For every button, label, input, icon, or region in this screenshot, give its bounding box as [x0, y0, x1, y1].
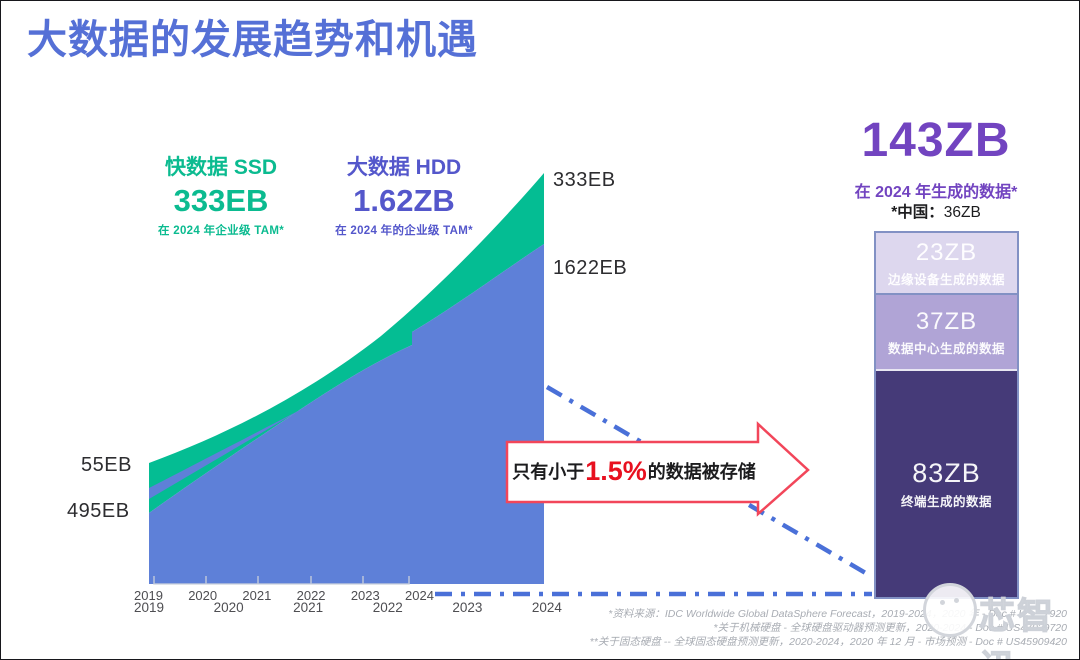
page-title: 大数据的发展趋势和机遇: [27, 18, 478, 62]
bar-segment-value: 23ZB: [915, 238, 978, 266]
legend-ssd-note: 在 2024 年企业级 TAM*: [158, 225, 284, 237]
x-tick: 2019: [134, 600, 165, 615]
x-tick: 2022: [296, 588, 326, 603]
x-axis-ticks: [153, 576, 410, 585]
callout-prefix: 只有小于: [512, 462, 585, 482]
watermark-logo: 芯智讯: [923, 579, 1079, 659]
callout-text: 只有小于 1.5% 的数据被存储: [511, 443, 757, 499]
bar-segment-label: 数据中心生成的数据: [887, 341, 1005, 356]
footnote-line: **关于固态硬盘 -- 全球固态硬盘预测更新，2020-2024，2020 年 …: [589, 636, 1067, 648]
bar-segment-endpoint: 83ZB 终端生成的数据: [876, 371, 1017, 597]
x-tick: 2024: [405, 588, 434, 603]
bar-segment-edge: 23ZB 边缘设备生成的数据: [876, 233, 1017, 295]
generated-data-subtitle: 在 2024 年生成的数据*: [854, 184, 1018, 201]
x-tick: 2024: [531, 600, 562, 615]
bar-segment-value: 83ZB: [912, 458, 981, 488]
label-hdd-end: 1622EB: [553, 257, 628, 279]
callout-suffix: 的数据被存储: [647, 462, 756, 482]
x-tick: 2022: [372, 600, 403, 615]
watermark-face-icon: [923, 583, 977, 637]
callout-highlight: 1.5%: [585, 455, 647, 486]
china-note-prefix: *中国：: [891, 204, 944, 221]
bar-segment-label: 终端生成的数据: [900, 495, 992, 509]
footnote-line: *关于机械硬盘 - 全球硬盘驱动器预测更新，2020-2024 - Doc # …: [713, 622, 1067, 634]
label-ssd-end: 333EB: [553, 169, 616, 191]
x-tick: 2023: [350, 588, 380, 603]
label-ssd-start: 55EB: [81, 454, 132, 476]
legend-ssd-value: 333EB: [173, 183, 269, 218]
china-note: *中国：36ZB: [831, 200, 1041, 222]
x-tick: 2021: [293, 600, 324, 615]
legend-hdd-note: 在 2024 年的企业级 TAM*: [335, 225, 473, 237]
x-tick: 2020: [188, 588, 218, 603]
legend-hdd-value: 1.62ZB: [353, 183, 455, 218]
x-tick: 2019: [134, 588, 163, 603]
callout-arrow-shape: [505, 421, 810, 517]
legend-hdd-name: 大数据 HDD: [346, 156, 462, 179]
x-tick: 2021: [242, 588, 272, 603]
legend-hdd: 大数据 HDD 1.62ZB 在 2024 年的企业级 TAM*: [309, 151, 499, 238]
watermark-text: 芯智讯: [979, 595, 1056, 660]
legend-ssd: 快数据 SSD 333EB 在 2024 年企业级 TAM*: [126, 151, 316, 238]
area-hdd-sliver: [149, 409, 302, 499]
x-tick: 2023: [452, 600, 483, 615]
generated-data-headline: 143ZB: [861, 114, 1011, 167]
bar-segment-datacenter: 37ZB 数据中心生成的数据: [876, 295, 1017, 371]
legend-ssd-name: 快数据 SSD: [164, 156, 277, 179]
china-note-value: 36ZB: [943, 204, 981, 221]
generated-data-stacked-bar: 23ZB 边缘设备生成的数据 37ZB 数据中心生成的数据 83ZB 终端生成的…: [874, 231, 1019, 599]
x-axis-row-1: 2019 2020 2021 2022 2023 2024: [134, 588, 434, 603]
label-hdd-start: 495EB: [67, 500, 130, 522]
x-tick: 2020: [213, 600, 244, 615]
area-hdd: [149, 244, 544, 584]
area-ssd: [149, 173, 544, 513]
bar-segment-value: 37ZB: [915, 307, 978, 335]
x-axis-row-2: 2019 2020 2021 2022 2023 2024: [134, 600, 562, 615]
bar-segment-label: 边缘设备生成的数据: [887, 272, 1005, 287]
